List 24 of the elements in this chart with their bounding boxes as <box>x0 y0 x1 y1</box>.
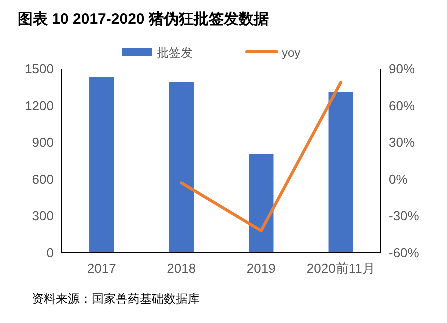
y-tick-label: 300 <box>32 208 54 224</box>
bar <box>169 82 194 253</box>
y-tick-label: 600 <box>32 172 54 187</box>
x-tick-label: 2018 <box>167 261 196 276</box>
chart-title: 图表 10 2017-2020 猪伪狂批签发数据 <box>18 11 269 28</box>
y2-tick-label: 60% <box>389 98 416 114</box>
x-tick-label: 2020前11月 <box>306 261 376 276</box>
y2-tick-label: -30% <box>389 208 420 224</box>
y-tick-label: 0 <box>46 246 54 260</box>
y2-tick-label: 90% <box>389 62 416 76</box>
text: 资料来源：国家兽药基础数据库 <box>32 292 200 306</box>
x-tick-label: 2017 <box>87 261 116 276</box>
y-tick-label: 900 <box>32 135 54 150</box>
y2-tick-label: 0% <box>389 172 408 187</box>
y-tick-label: 1200 <box>25 98 54 114</box>
bar <box>328 92 354 253</box>
legend-label: yoy <box>282 46 301 60</box>
bar <box>249 154 274 253</box>
y2-tick-label: 30% <box>389 135 416 150</box>
y-tick-label: 1500 <box>25 62 54 76</box>
legend-label: 批签发 <box>157 46 193 60</box>
bar <box>90 77 114 253</box>
x-tick-label: 2019 <box>246 261 276 276</box>
y2-tick-label: -60% <box>389 246 420 260</box>
